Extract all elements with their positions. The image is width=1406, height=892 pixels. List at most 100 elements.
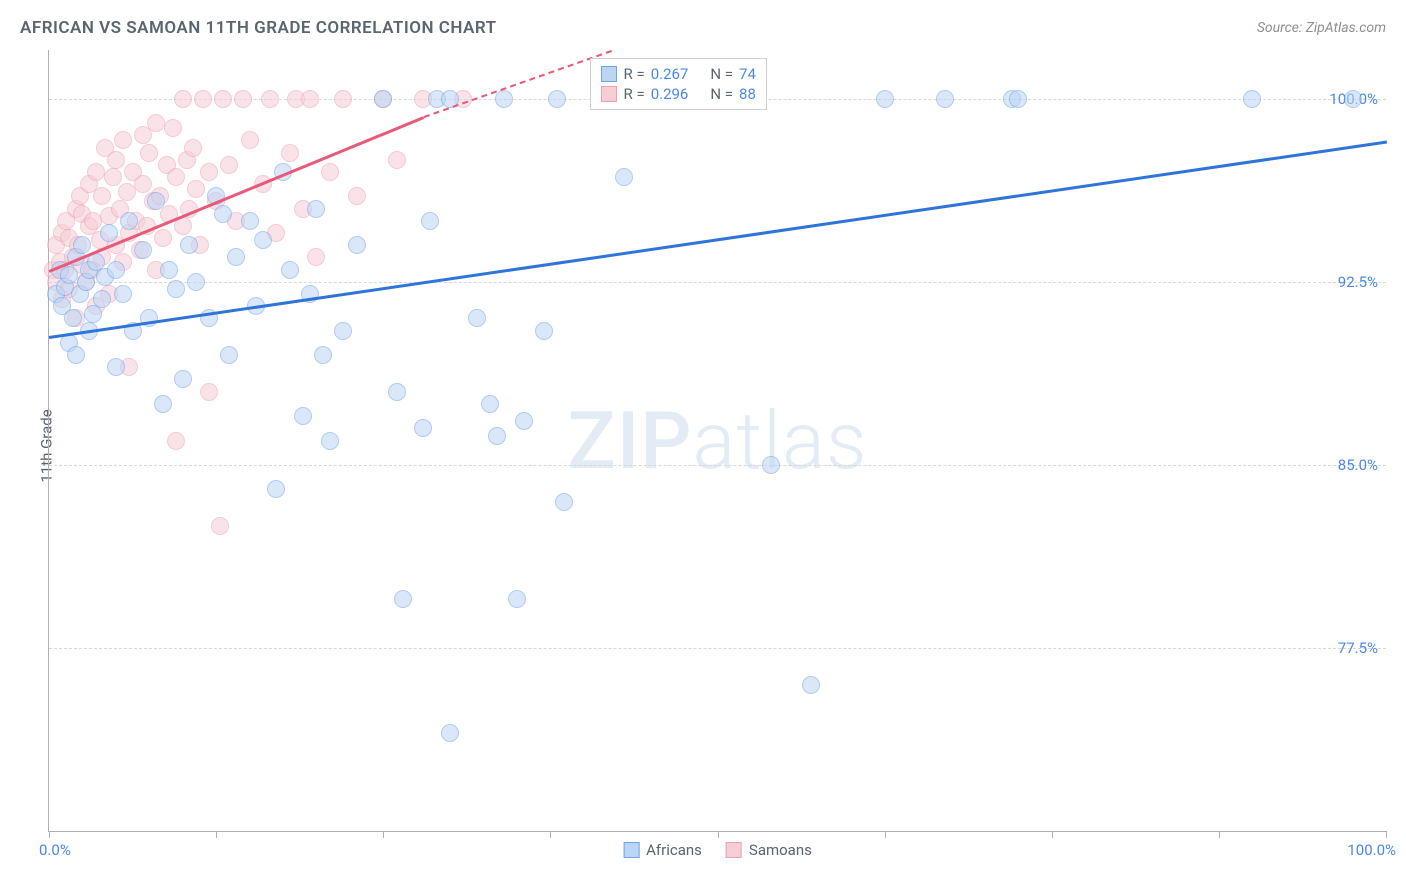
scatter-point xyxy=(234,90,252,108)
legend-swatch xyxy=(601,86,617,102)
scatter-point xyxy=(167,280,185,298)
y-tick-label: 77.5% xyxy=(1338,639,1378,657)
scatter-point xyxy=(388,383,406,401)
scatter-point xyxy=(154,395,172,413)
scatter-point xyxy=(802,676,820,694)
scatter-point xyxy=(87,163,105,181)
scatter-point xyxy=(194,90,212,108)
regression-line xyxy=(49,140,1387,338)
scatter-point xyxy=(374,90,392,108)
scatter-point xyxy=(184,139,202,157)
scatter-point xyxy=(200,383,218,401)
scatter-point xyxy=(220,156,238,174)
scatter-point xyxy=(227,248,245,266)
scatter-point xyxy=(348,236,366,254)
legend-swatch xyxy=(623,842,639,858)
scatter-point xyxy=(481,395,499,413)
scatter-point xyxy=(140,144,158,162)
scatter-point xyxy=(73,236,91,254)
x-tick xyxy=(1386,831,1387,838)
scatter-point xyxy=(167,168,185,186)
x-tick xyxy=(1219,831,1220,838)
scatter-point xyxy=(200,163,218,181)
scatter-point xyxy=(211,517,229,535)
legend-swatch xyxy=(601,66,617,82)
scatter-point xyxy=(267,480,285,498)
scatter-point xyxy=(394,590,412,608)
scatter-point xyxy=(147,114,165,132)
x-tick xyxy=(383,831,384,838)
scatter-point xyxy=(254,231,272,249)
scatter-point xyxy=(241,212,259,230)
scatter-point xyxy=(67,346,85,364)
x-tick xyxy=(550,831,551,838)
scatter-point xyxy=(421,212,439,230)
legend-row: R = 0.296N = 88 xyxy=(601,85,755,103)
scatter-point xyxy=(107,151,125,169)
gridline xyxy=(49,648,1386,649)
scatter-point xyxy=(1243,90,1261,108)
x-tick xyxy=(1052,831,1053,838)
chart-title: AFRICAN VS SAMOAN 11TH GRADE CORRELATION… xyxy=(20,18,497,38)
scatter-point xyxy=(147,192,165,210)
scatter-point xyxy=(321,163,339,181)
scatter-point xyxy=(100,224,118,242)
scatter-point xyxy=(64,309,82,327)
scatter-point xyxy=(548,90,566,108)
legend-item: Samoans xyxy=(726,841,812,859)
scatter-point xyxy=(321,432,339,450)
legend-swatch xyxy=(726,842,742,858)
scatter-point xyxy=(281,261,299,279)
scatter-point xyxy=(120,212,138,230)
scatter-point xyxy=(314,346,332,364)
scatter-point xyxy=(555,493,573,511)
y-tick-label: 85.0% xyxy=(1338,456,1378,474)
scatter-point xyxy=(60,266,78,284)
scatter-point xyxy=(241,131,259,149)
scatter-point xyxy=(1009,90,1027,108)
scatter-point xyxy=(1344,90,1362,108)
scatter-point xyxy=(167,432,185,450)
scatter-point xyxy=(488,427,506,445)
scatter-point xyxy=(468,309,486,327)
scatter-point xyxy=(294,407,312,425)
series-legend: Africans Samoans xyxy=(623,841,812,859)
scatter-point xyxy=(154,229,172,247)
scatter-point xyxy=(876,90,894,108)
x-tick xyxy=(718,831,719,838)
scatter-point xyxy=(334,90,352,108)
x-tick xyxy=(49,831,50,838)
regression-line xyxy=(423,50,611,118)
scatter-point xyxy=(93,290,111,308)
gridline xyxy=(49,282,1386,283)
x-tick xyxy=(216,831,217,838)
scatter-point xyxy=(508,590,526,608)
scatter-point xyxy=(301,90,319,108)
scatter-point xyxy=(160,261,178,279)
scatter-point xyxy=(261,90,279,108)
scatter-point xyxy=(348,187,366,205)
scatter-point xyxy=(762,456,780,474)
scatter-point xyxy=(134,175,152,193)
legend-row: R = 0.267N = 74 xyxy=(601,65,755,83)
scatter-point xyxy=(414,419,432,437)
x-tick-label-min: 0.0% xyxy=(39,841,71,859)
scatter-point xyxy=(114,285,132,303)
scatter-point xyxy=(535,322,553,340)
scatter-point xyxy=(214,205,232,223)
scatter-point xyxy=(334,322,352,340)
scatter-point xyxy=(515,412,533,430)
scatter-point xyxy=(495,90,513,108)
scatter-point xyxy=(104,168,122,186)
scatter-point xyxy=(107,358,125,376)
y-tick-label: 92.5% xyxy=(1338,273,1378,291)
scatter-point xyxy=(174,90,192,108)
scatter-point xyxy=(187,180,205,198)
scatter-point xyxy=(615,168,633,186)
legend-item: Africans xyxy=(623,841,702,859)
scatter-point xyxy=(281,144,299,162)
scatter-point xyxy=(388,151,406,169)
scatter-point xyxy=(220,346,238,364)
scatter-point xyxy=(174,370,192,388)
correlation-legend: R = 0.267N = 74 R = 0.296N = 88 xyxy=(590,58,766,110)
